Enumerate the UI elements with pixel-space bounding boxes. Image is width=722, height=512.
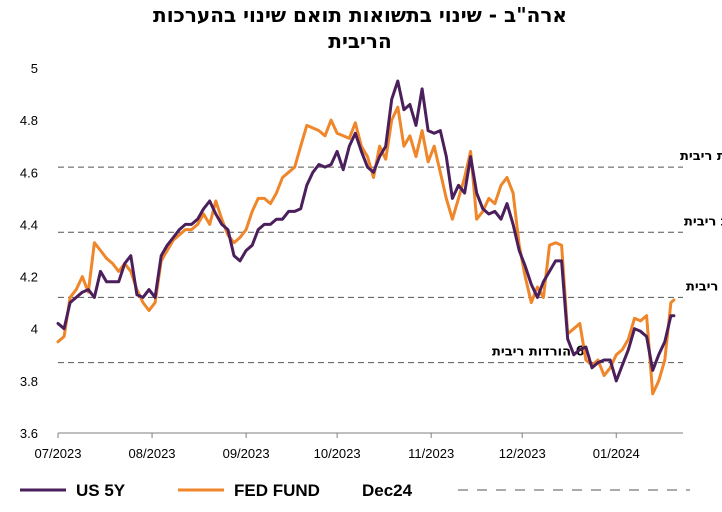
- x-tick-label: 11/2023: [408, 446, 454, 461]
- x-tick-label: 08/2023: [129, 446, 176, 461]
- chart-title-line-1: ארה"ב - שינוי בתשואות תואם שינוי בהערכות: [153, 3, 567, 27]
- y-tick-label: 3.6: [20, 426, 38, 441]
- reference-lines: 3 הורדות ריבית 4 הורדות ריבית 5 הורדות ריב…: [58, 149, 722, 364]
- legend-label: FED FUND: [234, 481, 320, 500]
- y-tick-label: 4.4: [20, 217, 38, 232]
- legend-label: US 5Y: [76, 481, 126, 500]
- y-tick-label: 4.8: [20, 113, 38, 128]
- x-tick-label: 09/2023: [223, 446, 270, 461]
- x-tick-label: 01/2024: [593, 446, 640, 461]
- x-tick-label: 07/2023: [35, 446, 82, 461]
- series-lines: [56, 79, 676, 396]
- y-axis-ticks: 5 4.8 4.6 4.4 4.2 4 3.8 3.6: [20, 61, 38, 441]
- chart-title-line-2: הריבית: [328, 29, 392, 53]
- y-tick-label: 3.8: [20, 374, 38, 389]
- legend-label-extra: Dec24: [362, 481, 413, 500]
- reference-line-label: 3 הורדות ריבית: [680, 149, 722, 164]
- x-tick-label: 12/2023: [499, 446, 546, 461]
- series-line-us-5y: [56, 79, 676, 383]
- reference-line-label: 4 הורדות ריבית: [684, 214, 722, 229]
- chart-title: ארה"ב - שינוי בתשואות תואם שינוי בהערכות…: [80, 2, 640, 54]
- x-tick-label: 10/2023: [314, 446, 361, 461]
- x-axis-ticks: 07/2023 08/2023 09/2023 10/2023 11/2023 12/20…: [35, 433, 640, 461]
- reference-line-label: 5 הורדות ריבית: [686, 279, 722, 294]
- legend: US 5Y FED FUND Dec24: [20, 481, 690, 500]
- y-tick-label: 4.2: [20, 270, 38, 285]
- y-tick-label: 4.6: [20, 165, 38, 180]
- reference-line-label: 6 הורדות ריבית: [492, 345, 585, 360]
- y-tick-label: 4: [31, 322, 38, 337]
- y-tick-label: 5: [31, 61, 38, 76]
